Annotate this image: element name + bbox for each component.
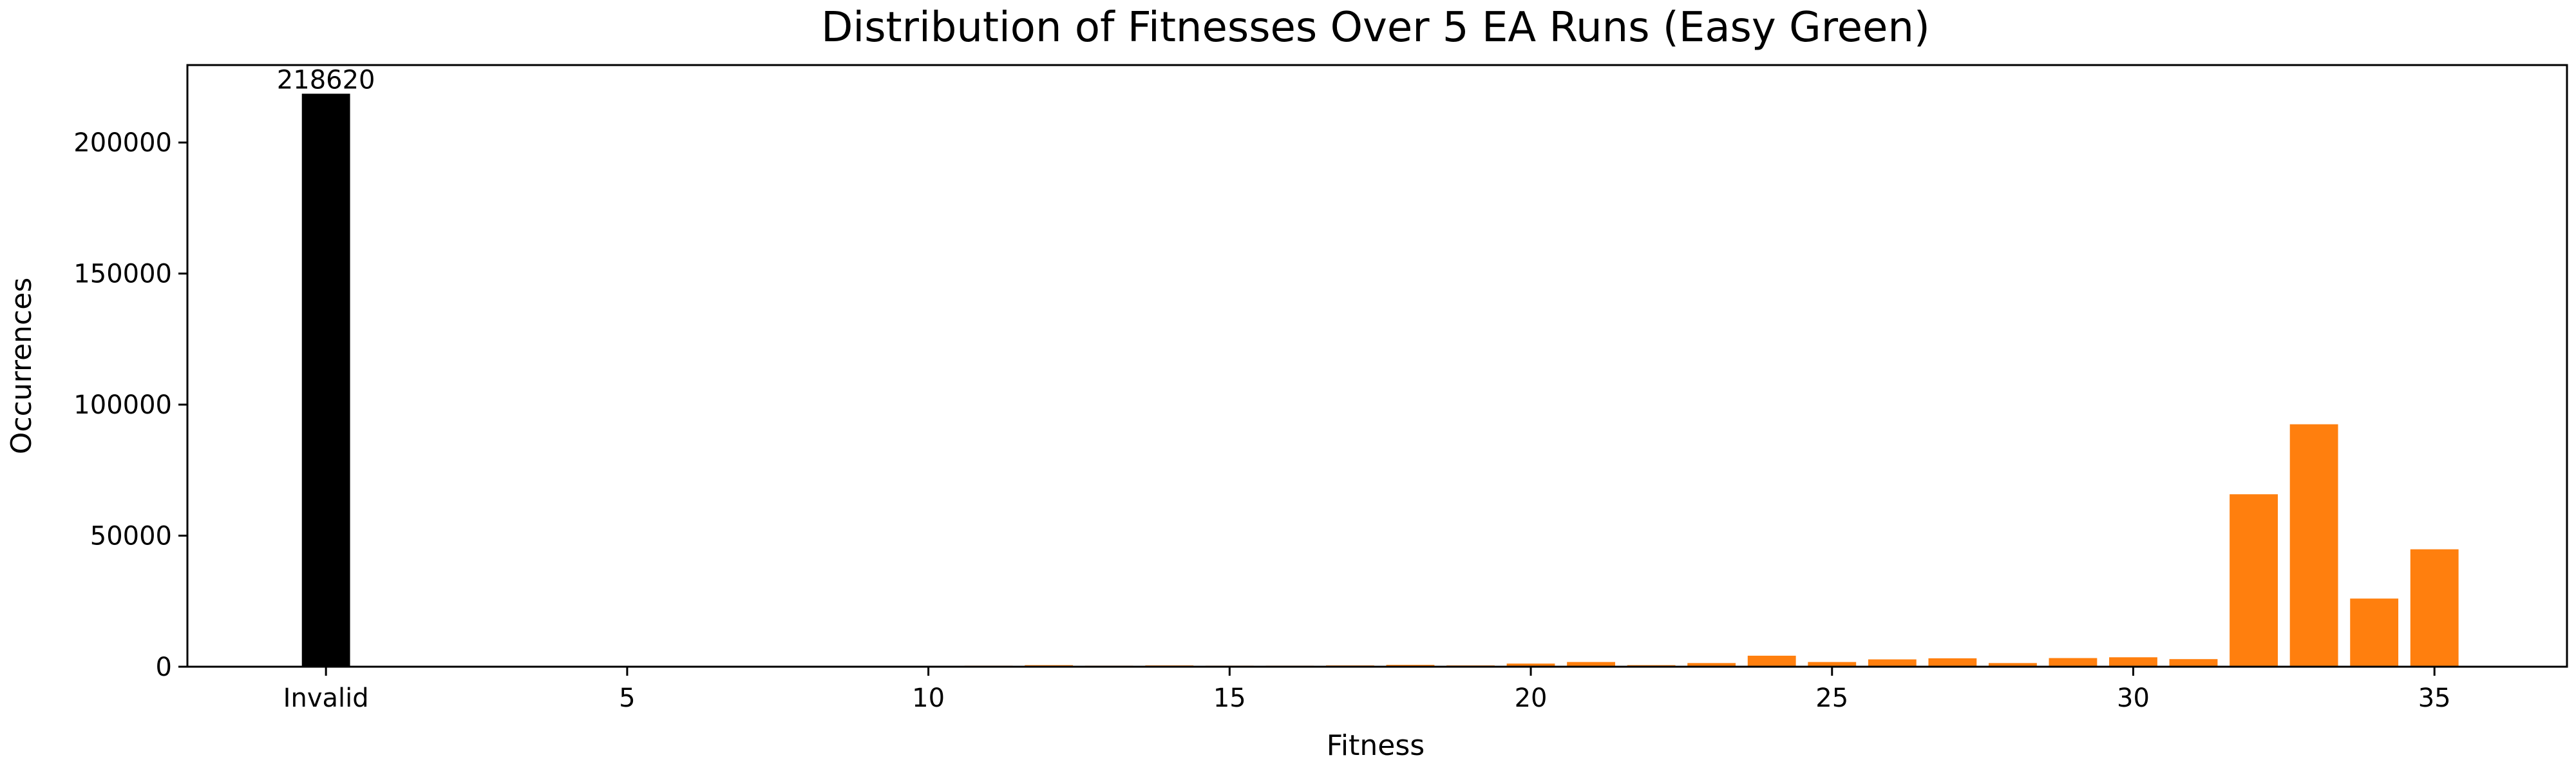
y-tick-label: 0: [156, 653, 172, 682]
bars-group: 218620: [277, 65, 2459, 667]
bar-fitness-20: [1506, 663, 1555, 667]
bar-invalid-value-label: 218620: [277, 65, 375, 95]
bar-fitness-31: [2169, 659, 2218, 667]
bar-fitness-30: [2109, 657, 2157, 667]
x-axis-ticks: Invalid 5 10 15 20 25 30 35: [283, 667, 2451, 713]
x-tick-label: 10: [912, 683, 945, 713]
chart-title: Distribution of Fitnesses Over 5 EA Runs…: [821, 4, 1930, 52]
y-tick-label: 100000: [73, 390, 172, 420]
x-tick-label: 25: [1815, 683, 1848, 713]
bar-fitness-33: [2289, 424, 2338, 667]
y-axis-label: Occurrences: [5, 278, 38, 454]
bar-fitness-26: [1868, 659, 1917, 667]
y-axis-ticks: 0 50000 100000 150000 200000: [73, 128, 187, 682]
x-tick-label: 5: [619, 683, 635, 713]
bar-fitness-34: [2350, 598, 2399, 667]
bar-fitness-24: [1747, 655, 1796, 667]
bar-invalid: [301, 93, 350, 667]
y-tick-label: 200000: [73, 128, 172, 158]
x-tick-label: 15: [1213, 683, 1246, 713]
bar-fitness-27: [1928, 658, 1977, 667]
bar-fitness-25: [1808, 662, 1857, 667]
bar-fitness-29: [2049, 658, 2098, 667]
x-tick-label: 20: [1515, 683, 1548, 713]
x-tick-label: 30: [2117, 683, 2150, 713]
x-axis-label: Fitness: [1327, 729, 1425, 762]
bar-fitness-28: [1988, 663, 2037, 667]
plot-frame: [186, 64, 2568, 668]
x-tick-label: 35: [2418, 683, 2451, 713]
bar-fitness-21: [1567, 662, 1615, 667]
y-tick-label: 150000: [73, 260, 172, 289]
x-tick-label: Invalid: [283, 683, 369, 713]
bar-fitness-23: [1687, 663, 1736, 667]
bar-fitness-32: [2230, 494, 2278, 667]
bar-fitness-35: [2410, 549, 2459, 667]
y-tick-label: 50000: [90, 522, 172, 551]
